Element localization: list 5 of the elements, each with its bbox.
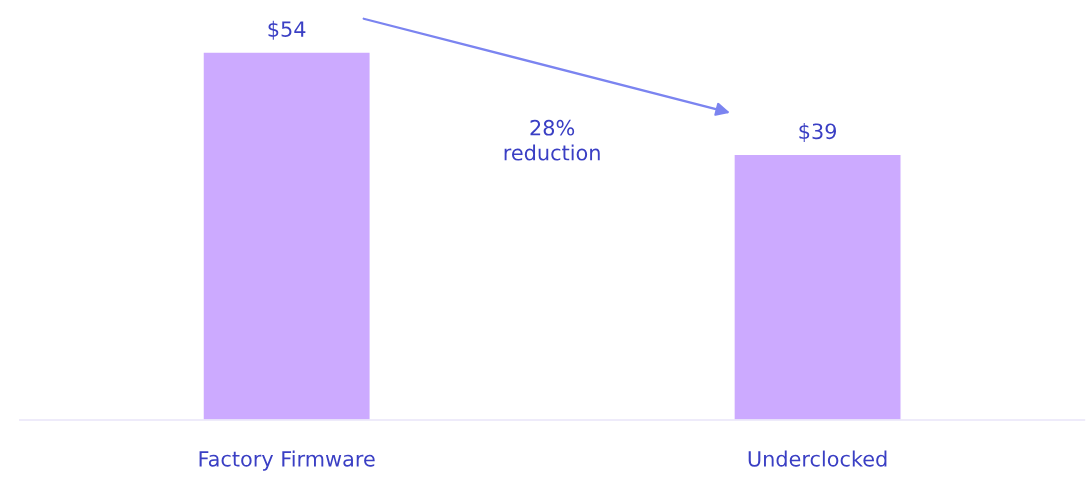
annotation: 28% reduction xyxy=(504,119,600,161)
data-label: $39 xyxy=(799,123,836,142)
data-label: $54 xyxy=(268,20,306,40)
x-tick-label: Factory Firmware xyxy=(199,450,375,471)
x-tick-label: Underclocked xyxy=(748,450,887,467)
